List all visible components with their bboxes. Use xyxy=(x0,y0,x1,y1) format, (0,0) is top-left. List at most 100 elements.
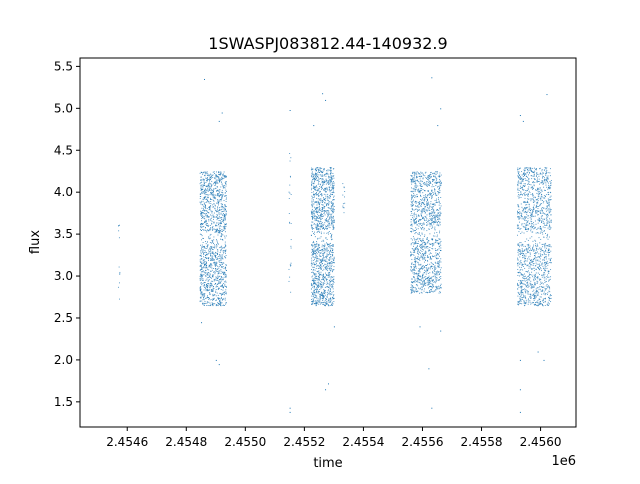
data-point xyxy=(203,179,205,181)
data-point xyxy=(210,184,212,186)
data-point xyxy=(440,261,442,263)
data-point xyxy=(438,285,440,287)
data-point xyxy=(216,225,218,227)
data-point xyxy=(414,190,416,192)
data-point xyxy=(527,195,529,197)
data-point xyxy=(421,283,423,285)
data-point xyxy=(201,270,203,272)
data-point xyxy=(422,257,424,259)
data-point xyxy=(223,209,225,211)
data-point xyxy=(422,253,424,255)
data-point xyxy=(418,278,419,279)
data-point xyxy=(332,203,334,205)
data-point xyxy=(224,235,226,237)
data-point xyxy=(330,288,332,290)
data-point xyxy=(314,174,315,176)
data-point xyxy=(208,266,210,268)
data-point xyxy=(207,304,209,306)
data-point xyxy=(414,197,416,198)
data-point xyxy=(225,210,227,212)
data-point xyxy=(223,252,224,254)
data-point xyxy=(216,304,218,306)
data-point xyxy=(429,206,431,208)
data-point xyxy=(323,256,324,258)
data-point xyxy=(422,254,424,256)
data-point xyxy=(433,175,434,177)
data-point xyxy=(327,286,329,288)
data-point xyxy=(425,243,427,245)
data-point xyxy=(415,260,417,262)
data-point xyxy=(332,283,334,285)
data-point xyxy=(201,274,202,276)
data-point xyxy=(326,242,327,244)
data-point xyxy=(414,249,415,251)
data-point xyxy=(316,287,318,289)
data-point xyxy=(423,227,425,229)
data-point xyxy=(311,181,313,183)
data-point xyxy=(314,176,316,178)
data-point xyxy=(432,285,434,287)
data-point xyxy=(314,264,316,266)
data-point xyxy=(424,288,426,290)
data-point xyxy=(420,180,422,182)
data-point xyxy=(525,303,527,305)
data-point xyxy=(540,251,542,253)
data-point xyxy=(316,256,318,258)
data-point xyxy=(202,262,204,264)
data-point xyxy=(438,176,440,178)
data-point xyxy=(200,213,202,215)
data-point xyxy=(321,281,322,283)
data-point xyxy=(533,258,534,260)
data-point xyxy=(440,240,442,242)
data-point xyxy=(533,255,535,256)
data-point xyxy=(324,188,326,190)
data-point xyxy=(313,196,315,198)
data-point xyxy=(544,197,546,199)
data-point xyxy=(222,251,224,253)
data-point xyxy=(422,257,424,259)
data-point xyxy=(328,305,330,307)
data-point xyxy=(212,303,214,305)
data-point xyxy=(517,268,519,270)
data-point xyxy=(216,180,218,182)
data-point xyxy=(542,299,544,301)
data-point xyxy=(439,191,441,193)
data-point xyxy=(321,244,323,246)
data-point xyxy=(411,288,413,290)
data-point xyxy=(213,236,215,238)
data-point xyxy=(326,253,328,255)
data-point xyxy=(538,268,540,270)
data-point xyxy=(325,304,326,306)
data-point xyxy=(218,219,220,221)
data-point xyxy=(417,233,419,235)
data-point xyxy=(207,297,209,299)
data-point xyxy=(315,201,317,203)
data-point xyxy=(331,292,333,294)
data-point xyxy=(216,229,218,231)
data-point xyxy=(316,178,317,179)
data-point xyxy=(311,200,313,202)
data-point xyxy=(312,210,314,212)
data-point xyxy=(411,223,413,225)
data-point xyxy=(330,218,332,220)
data-point xyxy=(549,288,551,290)
data-point xyxy=(323,228,325,229)
data-point xyxy=(200,273,202,275)
data-point xyxy=(535,295,537,297)
data-point xyxy=(331,269,333,271)
data-point xyxy=(119,298,120,300)
data-point xyxy=(211,212,213,214)
data-point xyxy=(311,187,313,189)
data-point xyxy=(411,291,413,293)
data-point xyxy=(200,282,202,284)
data-point xyxy=(332,220,334,222)
data-point xyxy=(314,189,316,191)
data-point xyxy=(318,254,320,256)
data-point xyxy=(419,259,421,261)
data-point xyxy=(210,198,212,200)
data-point xyxy=(225,277,227,278)
data-point xyxy=(422,177,424,179)
data-point xyxy=(217,190,219,192)
data-point xyxy=(417,196,418,198)
data-point xyxy=(222,299,223,300)
